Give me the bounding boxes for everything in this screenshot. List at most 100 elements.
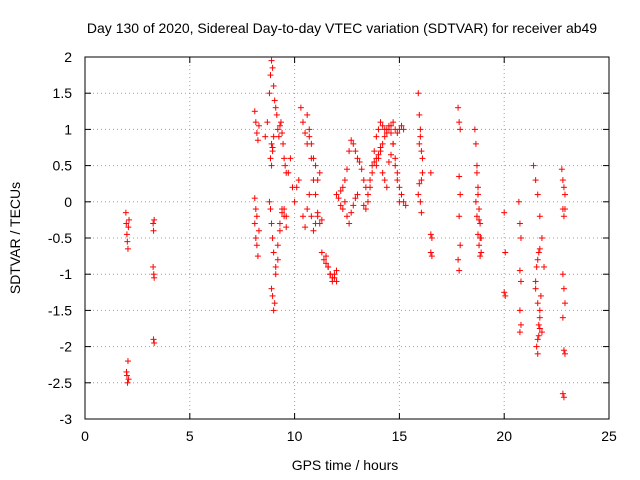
data-point (281, 155, 288, 162)
data-point (255, 122, 262, 129)
data-point (457, 191, 464, 198)
data-point (123, 231, 130, 238)
data-point (254, 253, 261, 260)
data-point (541, 263, 548, 270)
data-point (396, 198, 403, 205)
data-point (364, 198, 371, 205)
data-point (427, 169, 434, 176)
data-point (362, 206, 369, 213)
data-point (501, 209, 508, 216)
data-point (472, 140, 479, 147)
data-point (314, 213, 321, 220)
data-point (151, 216, 158, 223)
data-point (394, 130, 401, 137)
data-point (318, 216, 325, 223)
data-point (339, 206, 346, 213)
data-point (252, 206, 259, 213)
y-axis-label: SDTVAR / TECUs (7, 182, 23, 294)
data-point (418, 177, 425, 184)
data-point (150, 220, 157, 227)
data-point (252, 235, 259, 241)
data-point (271, 97, 278, 104)
data-point (352, 148, 359, 155)
data-point (151, 339, 158, 346)
data-point (327, 271, 334, 278)
data-point (533, 343, 540, 350)
data-point (277, 119, 284, 126)
data-point (457, 242, 464, 249)
data-point (516, 267, 523, 274)
data-point (400, 126, 407, 133)
data-point (276, 220, 283, 227)
data-point (456, 173, 463, 180)
data-point (308, 155, 315, 162)
data-point (398, 191, 405, 198)
data-points (122, 57, 568, 401)
data-point (354, 155, 361, 162)
chart-title: Day 130 of 2020, Sidereal Day-to-day VTE… (87, 20, 597, 36)
y-tick-label: 0 (64, 194, 72, 210)
data-point (251, 108, 258, 115)
data-point (502, 292, 509, 299)
data-point (270, 133, 277, 140)
data-point (308, 213, 315, 220)
data-point (381, 133, 388, 140)
data-point (517, 278, 524, 285)
data-point (323, 260, 330, 267)
data-point (392, 155, 399, 162)
data-point (415, 191, 422, 198)
data-point (388, 151, 395, 158)
data-point (360, 202, 367, 209)
data-point (369, 169, 376, 176)
data-point (274, 256, 281, 263)
data-point (276, 227, 283, 234)
data-point (302, 130, 309, 137)
data-point (275, 133, 282, 140)
data-point (534, 336, 541, 343)
data-point (283, 224, 290, 231)
data-point (534, 350, 541, 357)
data-point (266, 198, 273, 205)
data-point (299, 213, 306, 220)
data-point (333, 191, 340, 198)
data-point (341, 177, 348, 184)
data-point (310, 227, 317, 234)
data-point (267, 72, 274, 79)
data-point (530, 162, 537, 169)
data-point (533, 263, 540, 270)
data-point (267, 206, 274, 213)
data-point (123, 220, 130, 227)
data-point (392, 162, 399, 169)
data-point (331, 274, 338, 281)
data-point (304, 111, 311, 118)
data-point (269, 144, 276, 151)
data-point (381, 177, 388, 184)
data-point (472, 198, 479, 205)
data-point (394, 169, 401, 176)
data-point (416, 180, 423, 187)
data-point (390, 119, 397, 126)
data-point (348, 137, 355, 144)
data-point (268, 140, 275, 147)
data-point (310, 177, 317, 184)
x-tick-label: 5 (186, 428, 194, 444)
data-point (560, 394, 567, 401)
data-point (515, 198, 522, 205)
y-tick-label: 1.5 (53, 85, 73, 101)
data-point (283, 213, 290, 220)
data-point (320, 256, 327, 263)
y-tick-label: -1.5 (48, 302, 72, 318)
data-point (415, 90, 422, 97)
data-point (558, 166, 565, 173)
data-point (125, 376, 132, 383)
data-point (273, 111, 280, 118)
data-point (306, 133, 313, 140)
data-point (473, 169, 480, 176)
data-point (375, 126, 382, 133)
data-point (356, 158, 363, 165)
data-point (316, 220, 323, 227)
data-point (417, 198, 424, 205)
data-point (360, 177, 367, 184)
data-point (312, 162, 319, 169)
